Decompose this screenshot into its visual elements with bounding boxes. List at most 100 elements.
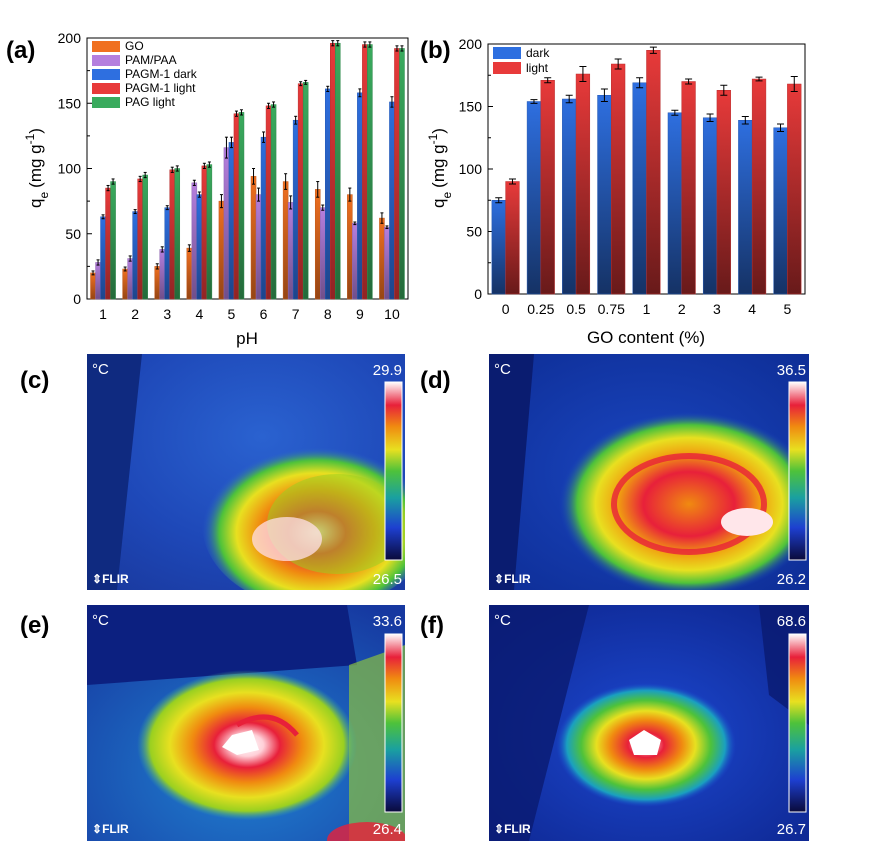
chart-a-bar	[100, 216, 106, 300]
chart-a-xtick-label: 2	[131, 306, 139, 322]
chart-b-xtick-label: 5	[783, 301, 791, 317]
chart-b-bar	[540, 80, 555, 295]
chart-a-bar	[90, 272, 96, 300]
chart-b-xtick-label: 0.25	[527, 301, 554, 317]
chart-a-bar	[399, 48, 405, 300]
chart-a-bar	[270, 104, 277, 300]
chart-a-bar	[384, 226, 390, 300]
chart-b-bar	[787, 83, 802, 295]
chart-a-xtick-label: 7	[292, 306, 300, 322]
chart-b-legend-label: dark	[526, 46, 550, 60]
flir-brand-e: FLIR	[102, 822, 129, 836]
chart-b-ytick-label: 200	[459, 36, 483, 52]
chart-b-ytick-label: 50	[466, 224, 482, 240]
chart-b-bar	[597, 95, 612, 295]
max-temp-f: 68.6	[777, 613, 806, 630]
panel-label-a: (a)	[6, 37, 35, 64]
chart-a-bar	[191, 182, 198, 300]
chart-a-bar	[196, 194, 203, 300]
chart-a-xtick-label: 6	[260, 306, 268, 322]
chart-a-bar	[352, 223, 358, 300]
chart-a-bar	[218, 200, 225, 300]
chart-a-legend-swatch	[92, 55, 120, 66]
flir-arrows-icon: ⇕	[494, 572, 504, 586]
max-temp-c: 29.9	[373, 362, 402, 379]
chart-b-xtick-label: 0.5	[566, 301, 586, 317]
chart-b-xtick-label: 3	[713, 301, 721, 317]
chart-a-legend-label: PAGM-1 light	[125, 81, 196, 95]
chart-b-bar	[751, 78, 767, 295]
chart-b-bar	[716, 90, 731, 295]
chart-a-xtick-label: 5	[228, 306, 236, 322]
chart-b-bar	[562, 98, 577, 295]
chart-b-xlabel: GO content (%)	[587, 328, 705, 347]
chart-a-bar	[335, 42, 341, 300]
chart-a-bar	[357, 92, 363, 300]
chart-a-bar	[238, 112, 245, 300]
panel-label-e: (e)	[20, 612, 49, 639]
chart-a-ylabel-sup: -1	[23, 133, 37, 144]
chart-b-bar	[505, 181, 520, 295]
chart-b-bar	[526, 101, 542, 295]
chart-a-bar	[95, 262, 101, 300]
chart-a-ytick-label: 150	[58, 95, 82, 111]
chart-b-xtick-label: 2	[678, 301, 686, 317]
chart-b-xtick-label: 1	[643, 301, 651, 317]
chart-a-ytick-label: 100	[58, 161, 82, 177]
chart-a-bar	[105, 187, 111, 300]
chart-a-ytick-label: 50	[65, 226, 81, 242]
chart-a-ylabel-sub: e	[37, 192, 51, 199]
chart-a-legend-swatch	[92, 83, 120, 94]
chart-b-legend-swatch	[493, 62, 521, 74]
flir-arrows-icon: ⇕	[92, 822, 102, 836]
chart-a-bar	[142, 174, 148, 300]
chart-b-bar	[611, 63, 626, 295]
chart-a-bar	[174, 168, 181, 300]
chart-b-ylabel-unit: (mg g	[429, 144, 448, 187]
chart-b-xtick-label: 0.75	[598, 301, 625, 317]
chart-a-legend-swatch	[92, 41, 120, 52]
chart-a-bar	[201, 165, 208, 300]
chart-b-ytick-label: 100	[459, 161, 483, 177]
unit-label-c: °C	[92, 361, 109, 378]
chart-a-bar	[265, 105, 272, 300]
panel-label-d: (d)	[420, 367, 451, 394]
chart-b-bar	[632, 82, 647, 295]
chart-b-xtick-label: 0	[502, 301, 510, 317]
chart-a-bar	[132, 211, 138, 300]
chart-a-ylabel: qe (mg g-1)	[23, 128, 51, 208]
chart-b-ytick-label: 0	[474, 286, 482, 302]
chart-b-bar	[646, 50, 661, 295]
panel-label-f: (f)	[420, 612, 444, 639]
chart-a-legend-label: PAM/PAA	[125, 53, 177, 67]
unit-label-f: °C	[494, 612, 511, 629]
chart-a-ylabel-close: )	[26, 128, 45, 134]
chart-a-bar	[122, 268, 128, 300]
thermal-image-e: °C 33.6 26.4 ⇕FLIR	[87, 605, 405, 841]
chart-a-ylabel-main: q	[26, 199, 45, 208]
chart-a-bar	[154, 266, 160, 300]
chart-a-bar	[282, 181, 289, 300]
chart-b-ylabel-main: q	[429, 199, 448, 208]
chart-a-bar	[319, 207, 326, 300]
chart-a-bar	[169, 169, 176, 300]
min-temp-d: 26.2	[777, 571, 806, 588]
chart-a-xtick-label: 10	[384, 306, 400, 322]
chart-a-bar	[159, 249, 165, 300]
chart-b-bar	[491, 200, 506, 295]
chart-a-bar	[250, 176, 257, 300]
chart-a-bar	[228, 142, 235, 300]
flir-arrows-icon: ⇕	[494, 822, 504, 836]
unit-label-e: °C	[92, 612, 109, 629]
min-temp-f: 26.7	[777, 821, 806, 838]
chart-b-bar	[738, 120, 753, 295]
chart-a-bar	[347, 194, 353, 300]
flir-logo-c: ⇕FLIR	[92, 572, 129, 586]
chart-a-legend-swatch	[92, 97, 120, 108]
chart-b-bar	[773, 127, 788, 295]
chart-a-bar	[127, 258, 133, 300]
